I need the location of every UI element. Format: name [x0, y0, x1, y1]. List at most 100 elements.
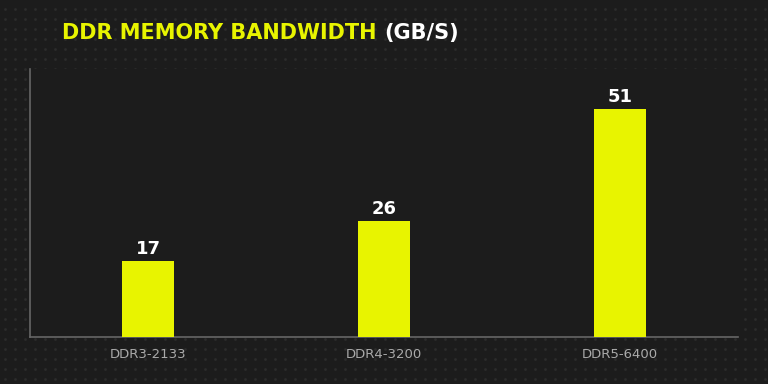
Point — [369, 246, 381, 252]
Point — [709, 256, 721, 262]
Point — [489, 126, 502, 132]
Point — [468, 146, 481, 152]
Point — [429, 176, 441, 182]
Point — [529, 316, 541, 322]
Point — [149, 166, 161, 172]
Point — [429, 336, 441, 342]
Point — [119, 26, 131, 32]
Point — [619, 196, 631, 202]
Point — [519, 336, 531, 342]
Point — [79, 236, 91, 242]
Point — [119, 236, 131, 242]
Point — [639, 276, 651, 282]
Point — [409, 316, 421, 322]
Point — [649, 156, 661, 162]
Point — [409, 16, 421, 22]
Point — [279, 356, 291, 362]
Point — [109, 206, 121, 212]
Point — [239, 46, 251, 52]
Point — [379, 326, 391, 332]
Point — [479, 66, 492, 72]
Point — [649, 66, 661, 72]
Point — [659, 246, 671, 252]
Point — [89, 256, 101, 262]
Point — [689, 356, 701, 362]
Point — [539, 26, 551, 32]
Point — [179, 106, 191, 112]
Point — [669, 186, 681, 192]
Point — [69, 366, 81, 372]
Point — [329, 146, 341, 152]
Point — [549, 66, 561, 72]
Point — [309, 266, 321, 272]
Point — [229, 176, 241, 182]
Point — [709, 146, 721, 152]
Point — [29, 96, 41, 102]
Point — [468, 46, 481, 52]
Point — [519, 266, 531, 272]
Point — [189, 36, 201, 42]
Point — [729, 366, 741, 372]
Point — [99, 316, 111, 322]
Point — [159, 276, 171, 282]
Point — [219, 166, 231, 172]
Point — [429, 356, 441, 362]
Point — [639, 176, 651, 182]
Point — [569, 96, 581, 102]
Point — [0, 86, 12, 92]
Point — [719, 286, 731, 292]
Point — [79, 186, 91, 192]
Point — [339, 356, 351, 362]
Point — [359, 96, 371, 102]
Point — [289, 96, 301, 102]
Point — [458, 96, 471, 102]
Point — [659, 36, 671, 42]
Point — [499, 76, 511, 82]
Point — [89, 226, 101, 232]
Point — [468, 336, 481, 342]
Point — [489, 246, 502, 252]
Point — [109, 16, 121, 22]
Point — [79, 146, 91, 152]
Point — [139, 196, 151, 202]
Point — [639, 166, 651, 172]
Point — [449, 26, 461, 32]
Point — [379, 336, 391, 342]
Point — [619, 26, 631, 32]
Point — [259, 356, 271, 362]
Point — [529, 76, 541, 82]
Point — [458, 276, 471, 282]
Point — [619, 136, 631, 142]
Point — [349, 286, 361, 292]
Point — [189, 186, 201, 192]
Point — [269, 206, 281, 212]
Point — [329, 296, 341, 302]
Point — [309, 186, 321, 192]
Point — [339, 166, 351, 172]
Point — [419, 36, 431, 42]
Point — [369, 296, 381, 302]
Point — [589, 106, 601, 112]
Point — [199, 156, 211, 162]
Point — [729, 36, 741, 42]
Point — [119, 256, 131, 262]
Point — [239, 146, 251, 152]
Point — [49, 156, 61, 162]
Point — [569, 326, 581, 332]
Point — [659, 186, 671, 192]
Point — [749, 136, 761, 142]
Point — [659, 76, 671, 82]
Point — [709, 56, 721, 62]
Point — [269, 256, 281, 262]
Point — [219, 206, 231, 212]
Point — [299, 326, 311, 332]
Point — [458, 206, 471, 212]
Point — [349, 106, 361, 112]
Point — [468, 106, 481, 112]
Point — [79, 366, 91, 372]
Point — [639, 266, 651, 272]
Point — [489, 306, 502, 312]
Point — [339, 36, 351, 42]
Point — [259, 296, 271, 302]
Point — [119, 196, 131, 202]
